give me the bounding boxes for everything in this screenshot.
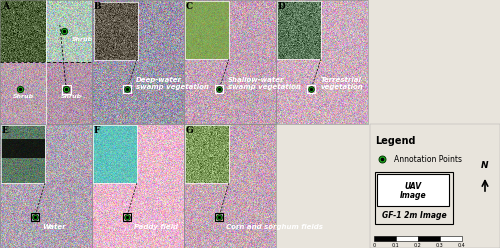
Text: 0: 0 bbox=[372, 243, 376, 248]
Text: C: C bbox=[186, 2, 193, 11]
Text: Shrub: Shrub bbox=[12, 94, 34, 99]
Text: E: E bbox=[2, 126, 9, 135]
Text: F: F bbox=[94, 126, 100, 135]
Bar bbox=[374, 236, 396, 241]
Text: Shrub: Shrub bbox=[72, 37, 93, 42]
Text: Shallow-water
swamp vegetation: Shallow-water swamp vegetation bbox=[228, 77, 301, 90]
Text: G: G bbox=[186, 126, 194, 135]
Text: Annotation Points: Annotation Points bbox=[394, 155, 462, 163]
Bar bbox=[62, 85, 70, 94]
Text: 0.3: 0.3 bbox=[436, 243, 444, 248]
Bar bbox=[185, 1, 229, 59]
Text: 0.1: 0.1 bbox=[392, 243, 400, 248]
Bar bbox=[215, 213, 223, 221]
Text: Deep-water
swamp vegetation: Deep-water swamp vegetation bbox=[136, 76, 209, 90]
Text: A: A bbox=[2, 2, 9, 11]
Text: Corn and sorghum fields: Corn and sorghum fields bbox=[226, 224, 323, 230]
Bar bbox=[185, 125, 229, 183]
Bar bbox=[94, 2, 138, 60]
Text: Paddy field: Paddy field bbox=[134, 224, 178, 230]
Bar bbox=[0, 124, 92, 248]
Text: B: B bbox=[94, 2, 102, 11]
Bar bbox=[418, 236, 440, 241]
Bar bbox=[370, 124, 500, 248]
Text: Water: Water bbox=[42, 224, 66, 230]
Bar bbox=[396, 236, 418, 241]
Text: Legend: Legend bbox=[375, 136, 416, 146]
Bar bbox=[440, 236, 462, 241]
Bar bbox=[370, 124, 500, 248]
Text: N: N bbox=[481, 161, 489, 170]
Text: Terrestrial
vegetation: Terrestrial vegetation bbox=[320, 77, 363, 90]
Bar bbox=[215, 85, 223, 93]
Bar bbox=[92, 0, 184, 124]
Bar bbox=[377, 174, 449, 206]
Text: 0.2: 0.2 bbox=[414, 243, 422, 248]
Text: D: D bbox=[278, 2, 286, 11]
Text: UAV: UAV bbox=[404, 182, 421, 191]
Bar bbox=[1, 125, 45, 183]
Text: Image: Image bbox=[400, 191, 426, 200]
Text: GF-1 2m Image: GF-1 2m Image bbox=[382, 211, 446, 219]
Bar bbox=[0, 0, 92, 124]
Bar bbox=[307, 85, 315, 93]
Bar bbox=[375, 172, 453, 224]
Text: Shrub: Shrub bbox=[61, 94, 82, 99]
Text: 0.4: 0.4 bbox=[458, 243, 466, 248]
Bar bbox=[123, 85, 131, 93]
Bar bbox=[123, 213, 131, 221]
Bar bbox=[276, 0, 368, 124]
Bar bbox=[93, 125, 137, 183]
Bar bbox=[184, 124, 276, 248]
Bar bbox=[184, 0, 276, 124]
Bar bbox=[92, 124, 184, 248]
Bar bbox=[277, 1, 321, 59]
Bar bbox=[31, 213, 39, 221]
